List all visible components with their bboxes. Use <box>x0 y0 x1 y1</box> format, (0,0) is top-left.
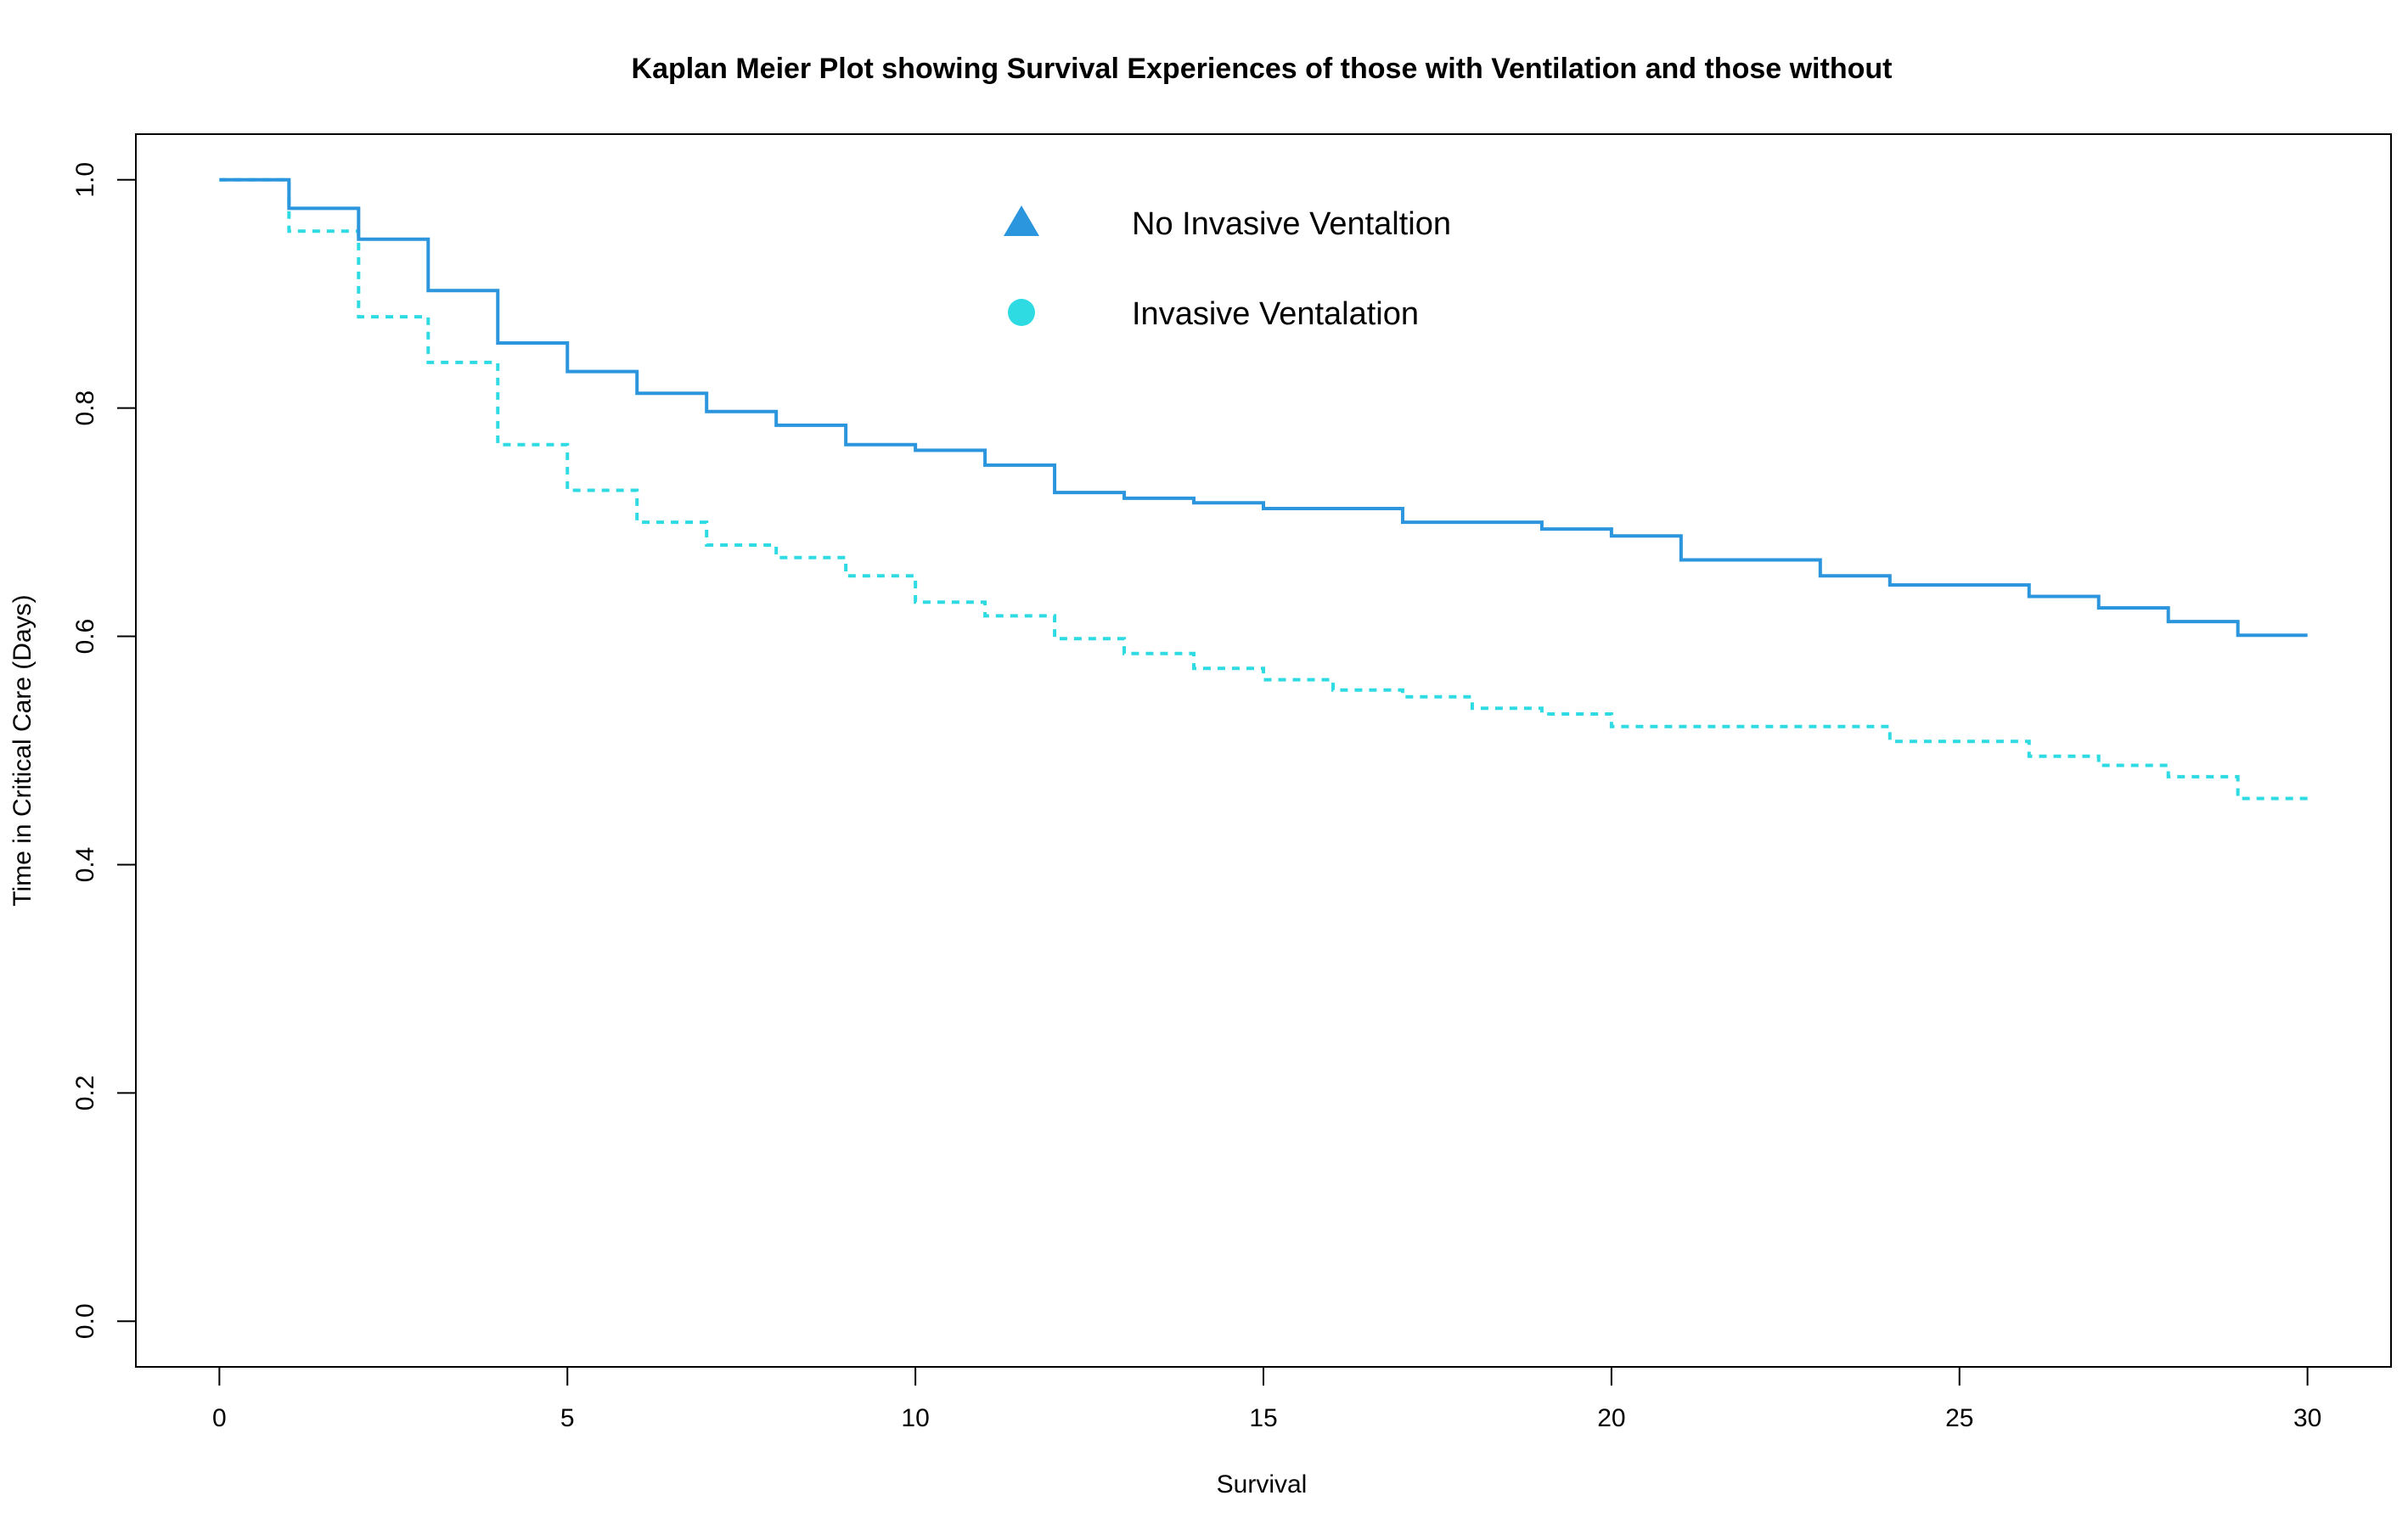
series-layer <box>219 177 2308 801</box>
y-tick-label: 0.4 <box>71 847 99 883</box>
x-tick-label: 20 <box>1597 1404 1625 1432</box>
legend-label: Invasive Ventalation <box>1132 296 1419 332</box>
x-axis: 0 5 10 15 20 25 30 <box>212 1366 2321 1432</box>
x-tick-label: 0 <box>212 1404 227 1432</box>
y-tick-label: 0.8 <box>71 391 99 426</box>
x-tick-label: 30 <box>2293 1404 2321 1432</box>
series-line-2 <box>219 177 2308 801</box>
y-tick-label: 0.6 <box>71 619 99 655</box>
y-tick-label: 1.0 <box>71 162 99 198</box>
y-tick-label: 0.0 <box>71 1303 99 1339</box>
x-axis-label: Survival <box>1217 1470 1308 1498</box>
chart-title: Kaplan Meier Plot showing Survival Exper… <box>632 53 1893 85</box>
x-tick-label: 25 <box>1945 1404 1973 1432</box>
legend: No Invasive Ventaltion Invasive Ventalati… <box>1004 205 1451 332</box>
legend-triangle-marker <box>1004 205 1039 236</box>
x-tick-label: 5 <box>560 1404 575 1432</box>
x-tick-label: 15 <box>1249 1404 1277 1432</box>
y-axis: 0.0 0.2 0.4 0.6 0.8 1.0 <box>71 162 137 1339</box>
legend-circle-marker <box>1008 299 1035 326</box>
x-tick-label: 10 <box>901 1404 929 1432</box>
series-line-1 <box>219 177 2308 638</box>
legend-label: No Invasive Ventaltion <box>1132 206 1451 242</box>
y-axis-label: Time in Critical Care (Days) <box>8 594 37 906</box>
y-tick-label: 0.2 <box>71 1075 99 1110</box>
